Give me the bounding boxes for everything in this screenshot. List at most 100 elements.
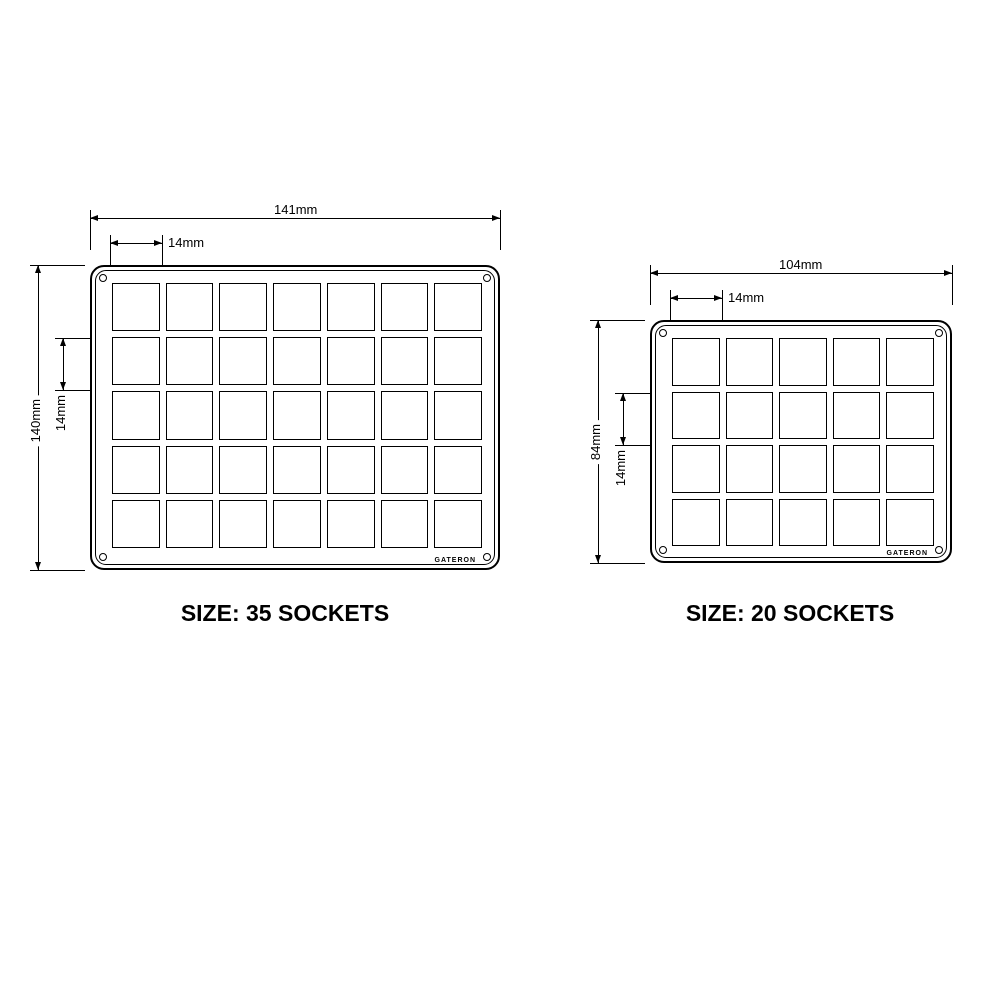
socket [779,499,827,547]
arrow-icon [110,240,118,246]
dim-ext-line [952,265,953,305]
socket [112,283,160,331]
socket [327,337,375,385]
screw-icon [99,553,107,561]
board-20: GATERON [650,320,952,563]
socket [779,338,827,386]
arrow-icon [944,270,952,276]
dim-socket-h-label: 14mm [53,395,68,431]
socket [672,445,720,493]
socket [726,392,774,440]
socket [833,338,881,386]
socket [833,392,881,440]
socket [726,338,774,386]
socket [726,499,774,547]
arrow-icon [650,270,658,276]
socket [327,391,375,439]
dim-line-width [90,218,500,219]
socket [672,392,720,440]
dim-height-label: 84mm [588,420,603,464]
socket [166,337,214,385]
panel-35: 141mm 14mm 140mm 14mm GATERON SIZE: 3 [30,210,540,710]
socket [219,391,267,439]
arrow-icon [595,320,601,328]
caption-35: SIZE: 35 SOCKETS [60,600,510,627]
socket [327,500,375,548]
screw-icon [659,329,667,337]
socket [672,338,720,386]
arrow-icon [60,338,66,346]
arrow-icon [60,382,66,390]
socket [886,499,934,547]
dim-socket-h-label: 14mm [613,450,628,486]
panel-20: 104mm 14mm 84mm 14mm GATERON SIZE: 20 SO… [590,265,990,715]
arrow-icon [90,215,98,221]
arrow-icon [595,555,601,563]
arrow-icon [35,562,41,570]
socket [166,283,214,331]
dim-ext-line [55,390,95,391]
socket [273,500,321,548]
socket [327,446,375,494]
socket [381,337,429,385]
socket [381,283,429,331]
brand-label: GATERON [435,557,476,564]
socket [273,283,321,331]
socket [219,337,267,385]
socket [886,338,934,386]
socket [112,446,160,494]
socket [112,337,160,385]
dim-socket-w-label: 14mm [728,290,764,305]
socket [273,446,321,494]
board-35: GATERON [90,265,500,570]
socket [886,445,934,493]
dim-width-label: 141mm [270,202,321,217]
dim-height-label: 140mm [28,395,43,446]
dim-ext-line [500,210,501,250]
dim-ext-line [30,570,85,571]
screw-icon [659,546,667,554]
screw-icon [935,329,943,337]
arrow-icon [670,295,678,301]
socket [726,445,774,493]
socket [672,499,720,547]
socket [434,283,482,331]
caption-20: SIZE: 20 SOCKETS [620,600,960,627]
socket-grid-20 [672,338,934,546]
arrow-icon [492,215,500,221]
socket [112,500,160,548]
socket [273,391,321,439]
arrow-icon [714,295,722,301]
screw-icon [935,546,943,554]
socket-grid-35 [112,283,482,548]
dim-line-width [650,273,952,274]
socket [219,500,267,548]
arrow-icon [154,240,162,246]
socket [166,446,214,494]
screw-icon [483,274,491,282]
socket [833,499,881,547]
socket [779,392,827,440]
socket [434,446,482,494]
socket [219,446,267,494]
socket [166,391,214,439]
socket [112,391,160,439]
arrow-icon [620,437,626,445]
socket [381,500,429,548]
socket [886,392,934,440]
socket [434,500,482,548]
arrow-icon [35,265,41,273]
dim-width-label: 104mm [775,257,826,272]
dim-socket-w-label: 14mm [168,235,204,250]
dim-ext-line [590,563,645,564]
socket [273,337,321,385]
socket [381,391,429,439]
dim-ext-line [615,445,655,446]
socket [166,500,214,548]
screw-icon [99,274,107,282]
screw-icon [483,553,491,561]
socket [434,337,482,385]
brand-label: GATERON [887,550,928,557]
socket [833,445,881,493]
socket [434,391,482,439]
